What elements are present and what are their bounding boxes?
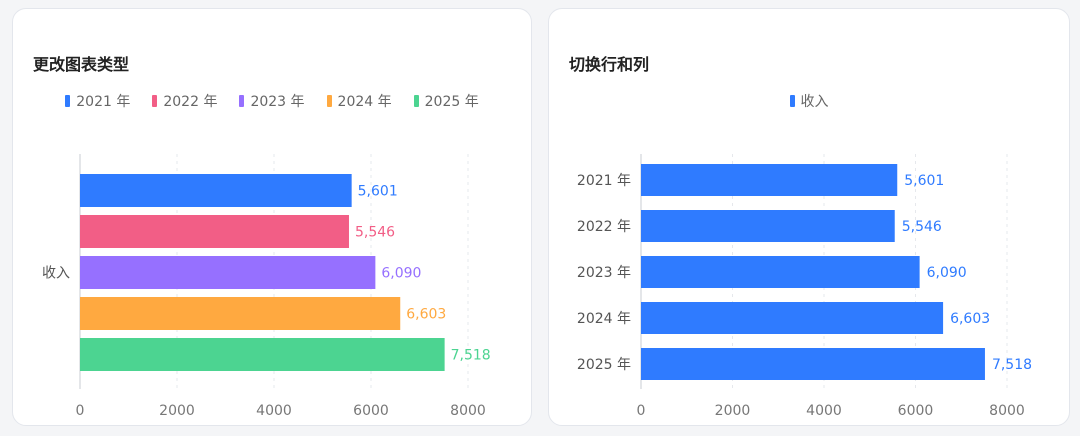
data-label: 5,546 <box>355 225 395 241</box>
legend-swatch <box>326 95 332 107</box>
x-tick-label: 8000 <box>450 403 486 419</box>
data-label: 6,603 <box>950 311 990 327</box>
y-category-label: 收入 <box>42 266 70 282</box>
bar <box>641 210 895 242</box>
x-tick-label: 4000 <box>806 403 842 419</box>
chart-card-switch-row-column: 切换行和列 收入 0 2000 4000 6000 8000 5,601 2021 年 5,5… <box>548 8 1070 426</box>
data-label: 7,518 <box>451 348 491 364</box>
x-tick-label: 4000 <box>256 403 292 419</box>
legend-label: 2023 年 <box>250 94 305 110</box>
bar <box>80 297 401 330</box>
legend-label: 收入 <box>800 94 829 110</box>
data-label: 5,601 <box>904 173 944 189</box>
legend-item[interactable]: 2022 年 <box>152 91 217 111</box>
legend-item[interactable]: 收入 <box>789 91 829 111</box>
bar <box>641 164 898 196</box>
legend-item[interactable]: 2023 年 <box>239 91 305 111</box>
data-label: 6,090 <box>927 265 967 281</box>
y-category-label: 2024 年 <box>577 311 631 327</box>
y-category-label: 2021 年 <box>577 173 631 189</box>
y-category-label: 2023 年 <box>577 265 631 281</box>
y-category-label: 2022 年 <box>577 219 631 235</box>
legend-item[interactable]: 2024 年 <box>326 91 392 111</box>
legend-swatch <box>65 95 71 107</box>
legend-item[interactable]: 2021 年 <box>65 91 130 111</box>
x-tick-label: 2000 <box>715 403 751 419</box>
bar <box>80 215 349 248</box>
legend-swatch <box>239 95 245 107</box>
bar <box>80 338 445 371</box>
bar-chart: 0 2000 4000 6000 8000 5,601 2021 年 5,546 2022 年 6… <box>577 154 1032 419</box>
legend-item[interactable]: 2025 年 <box>413 91 479 111</box>
y-category-label: 2025 年 <box>577 357 631 373</box>
data-label: 5,546 <box>902 219 942 235</box>
legend-swatch <box>413 95 419 107</box>
bar <box>80 256 376 289</box>
chart-legend: 收入 <box>549 91 1069 111</box>
data-label: 6,603 <box>406 307 446 323</box>
chart-card-change-type: 更改图表类型 2021 年 2022 年 2023 年 2024 年 2025 年 0 2… <box>12 8 532 426</box>
bar <box>641 348 985 380</box>
legend-label: 2021 年 <box>76 94 131 110</box>
bar-chart: 0 2000 4000 6000 8000 5,601 5,546 6,090 6,603 7,5… <box>42 154 491 419</box>
chart-legend: 2021 年 2022 年 2023 年 2024 年 2025 年 <box>13 91 531 111</box>
x-tick-label: 6000 <box>353 403 389 419</box>
x-tick-label: 0 <box>76 403 85 419</box>
x-tick-label: 2000 <box>159 403 195 419</box>
bar <box>641 256 920 288</box>
x-tick-label: 6000 <box>898 403 934 419</box>
x-tick-label: 8000 <box>989 403 1025 419</box>
legend-label: 2025 年 <box>424 94 479 110</box>
legend-label: 2024 年 <box>337 94 392 110</box>
bar <box>641 302 944 334</box>
data-label: 6,090 <box>381 266 421 282</box>
legend-swatch <box>152 95 158 107</box>
legend-swatch <box>789 95 795 107</box>
chart-title: 切换行和列 <box>569 55 650 74</box>
data-label: 7,518 <box>992 357 1032 373</box>
data-label: 5,601 <box>358 184 398 200</box>
x-tick-label: 0 <box>637 403 646 419</box>
legend-label: 2022 年 <box>163 94 218 110</box>
bar <box>80 174 352 207</box>
chart-title: 更改图表类型 <box>33 55 130 74</box>
